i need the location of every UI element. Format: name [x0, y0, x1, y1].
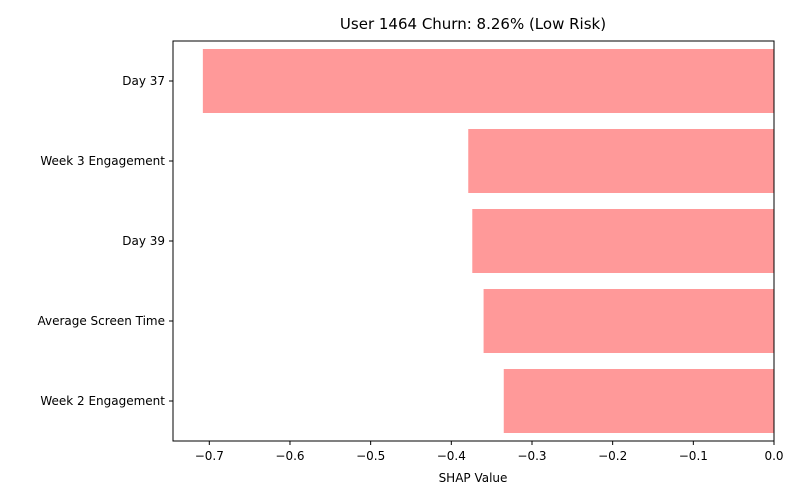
plot-frame — [172, 40, 775, 442]
x-tick-label-1: −0.6 — [275, 449, 304, 463]
chart-title: User 1464 Churn: 8.26% (Low Risk) — [340, 15, 606, 33]
bar-2 — [472, 209, 774, 273]
y-tick-label-1: Week 3 Engagement — [40, 154, 165, 168]
x-tick-label-6: −0.1 — [679, 449, 708, 463]
x-tick-label-3: −0.4 — [437, 449, 466, 463]
bar-1 — [468, 129, 774, 193]
bar-0 — [202, 49, 774, 113]
y-tick-label-3: Average Screen Time — [37, 314, 165, 328]
x-tick-label-7: 0.0 — [764, 449, 783, 463]
y-tick-label-0: Day 37 — [122, 74, 165, 88]
bar-3 — [483, 289, 774, 353]
x-tick-label-2: −0.5 — [356, 449, 385, 463]
x-ticks: −0.7 −0.6 −0.5 −0.4 −0.3 −0.2 −0.1 0.0 — [195, 441, 784, 463]
y-tick-label-2: Day 39 — [122, 234, 165, 248]
x-axis-label: SHAP Value — [439, 471, 508, 485]
bar-4 — [503, 369, 774, 433]
x-tick-label-0: −0.7 — [195, 449, 224, 463]
x-tick-label-4: −0.3 — [517, 449, 546, 463]
y-tick-labels: Day 37 Week 3 Engagement Day 39 Average Scr… — [37, 74, 173, 408]
x-tick-label-5: −0.2 — [598, 449, 627, 463]
bars-group — [202, 49, 774, 433]
axes — [172, 40, 775, 442]
y-tick-label-4: Week 2 Engagement — [40, 394, 165, 408]
